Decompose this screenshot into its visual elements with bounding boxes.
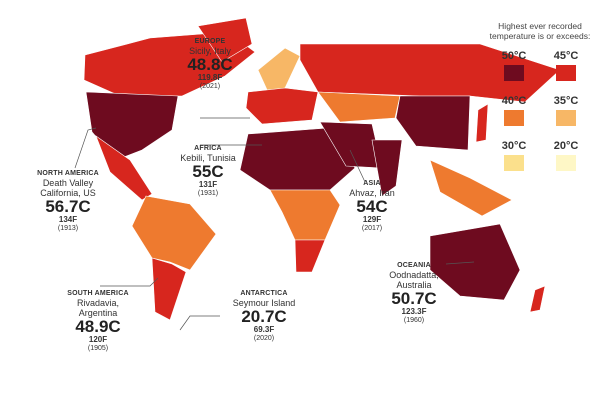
callout	[74, 127, 97, 169]
year: (1913)	[57, 224, 79, 232]
celsius: 48.9C	[75, 316, 121, 336]
region-name: ASIA	[363, 180, 381, 187]
fahrenheit: 131F	[198, 179, 218, 189]
legend-label: 50°C	[501, 49, 527, 62]
place-name: Seymour Island	[232, 297, 296, 308]
south-america	[131, 195, 217, 271]
legend-swatch	[504, 64, 524, 81]
fahrenheit: 123.3F	[401, 306, 427, 316]
australia	[429, 223, 521, 301]
region-name: OCEANIA	[397, 262, 431, 269]
central-asia	[317, 91, 401, 123]
celsius: 55C	[192, 161, 224, 181]
fahrenheit: 134F	[58, 214, 78, 224]
south-africa	[294, 239, 326, 273]
india	[371, 139, 403, 197]
fahrenheit: 69.3F	[253, 324, 275, 334]
new-zealand	[529, 285, 546, 313]
legend-label: 45°C	[553, 49, 579, 62]
usa	[85, 91, 179, 161]
legend-swatch	[556, 64, 576, 81]
argentina	[151, 257, 187, 321]
place-name: Rivadavia, Argentina	[76, 297, 120, 318]
fahrenheit: 120F	[88, 334, 108, 344]
annotation: NORTH AMERICA Death Valley California, US 5…	[28, 170, 108, 233]
central-africa	[269, 189, 341, 241]
legend-label: 30°C	[501, 139, 527, 152]
region-name: NORTH AMERICA	[37, 170, 99, 177]
legend-item: 50°C	[488, 50, 540, 81]
japan	[475, 103, 489, 143]
legend-label: 35°C	[553, 94, 579, 107]
europe	[245, 87, 319, 125]
annotation: EUROPE Sicily, Italy 48.8C 119.8F (2021)	[170, 38, 250, 91]
place-name: Ahvaz, Iran	[349, 187, 395, 198]
legend-item: 20°C	[540, 140, 592, 171]
fahrenheit: 119.8F	[197, 72, 223, 82]
canada	[83, 31, 256, 97]
celsius: 54C	[356, 196, 388, 216]
year: (2021)	[199, 82, 221, 90]
greenland	[197, 17, 253, 63]
legend-item: 45°C	[540, 50, 592, 81]
year: (1960)	[403, 316, 425, 324]
year: (1931)	[197, 189, 219, 197]
annotation: AFRICA Kebili, Tunisia 55C 131F (1931)	[168, 145, 248, 198]
legend-swatch	[556, 154, 576, 171]
legend-items: 50°C 45°C 40°C 35°C 30°C 20°C	[488, 50, 592, 171]
southeast-asia	[429, 159, 513, 217]
region-name: EUROPE	[194, 38, 226, 45]
annotation: SOUTH AMERICA Rivadavia, Argentina 48.9C 12…	[58, 290, 138, 353]
annotation: ANTARCTICA Seymour Island 20.7C 69.3F (2020)	[224, 290, 304, 343]
legend-swatch	[556, 109, 576, 126]
place-name: Oodnadatta, Australia	[389, 269, 439, 290]
callout	[349, 149, 366, 183]
region-name: AFRICA	[194, 145, 222, 152]
celsius: 48.8C	[187, 54, 233, 74]
place-name: Death Valley	[42, 177, 94, 188]
legend-label: 20°C	[553, 139, 579, 152]
legend-swatch	[504, 109, 524, 126]
celsius: 50.7C	[391, 288, 437, 308]
callout	[179, 315, 220, 331]
legend-swatch	[504, 154, 524, 171]
legend-item: 35°C	[540, 95, 592, 126]
celsius: 56.7C	[45, 196, 91, 216]
place-name: Sicily, Italy	[189, 45, 231, 56]
year: (1905)	[87, 344, 109, 352]
legend-title: Highest ever recorded temperature is or …	[489, 21, 591, 41]
fahrenheit: 129F	[362, 214, 382, 224]
annotation: OCEANIA Oodnadatta, Australia 50.7C 123.3F(…	[374, 262, 454, 325]
year: (2017)	[361, 224, 383, 232]
region-name: SOUTH AMERICA	[67, 290, 129, 297]
celsius: 20.7C	[241, 306, 287, 326]
region-name: ANTARCTICA	[240, 290, 288, 297]
place-name: California, US	[40, 187, 96, 198]
callout	[445, 261, 475, 265]
legend-item: 30°C	[488, 140, 540, 171]
callout	[100, 277, 159, 287]
legend-label: 40°C	[501, 94, 527, 107]
scandinavia	[257, 47, 301, 93]
callouts	[74, 117, 475, 331]
place-name: Kebili, Tunisia	[180, 152, 236, 163]
china	[395, 95, 471, 151]
year: (2020)	[253, 334, 275, 342]
legend-item: 40°C	[488, 95, 540, 126]
legend: Highest ever recorded temperature is or …	[488, 21, 592, 171]
annotation: ASIA Ahvaz, Iran 54C 129F (2017)	[332, 180, 412, 233]
